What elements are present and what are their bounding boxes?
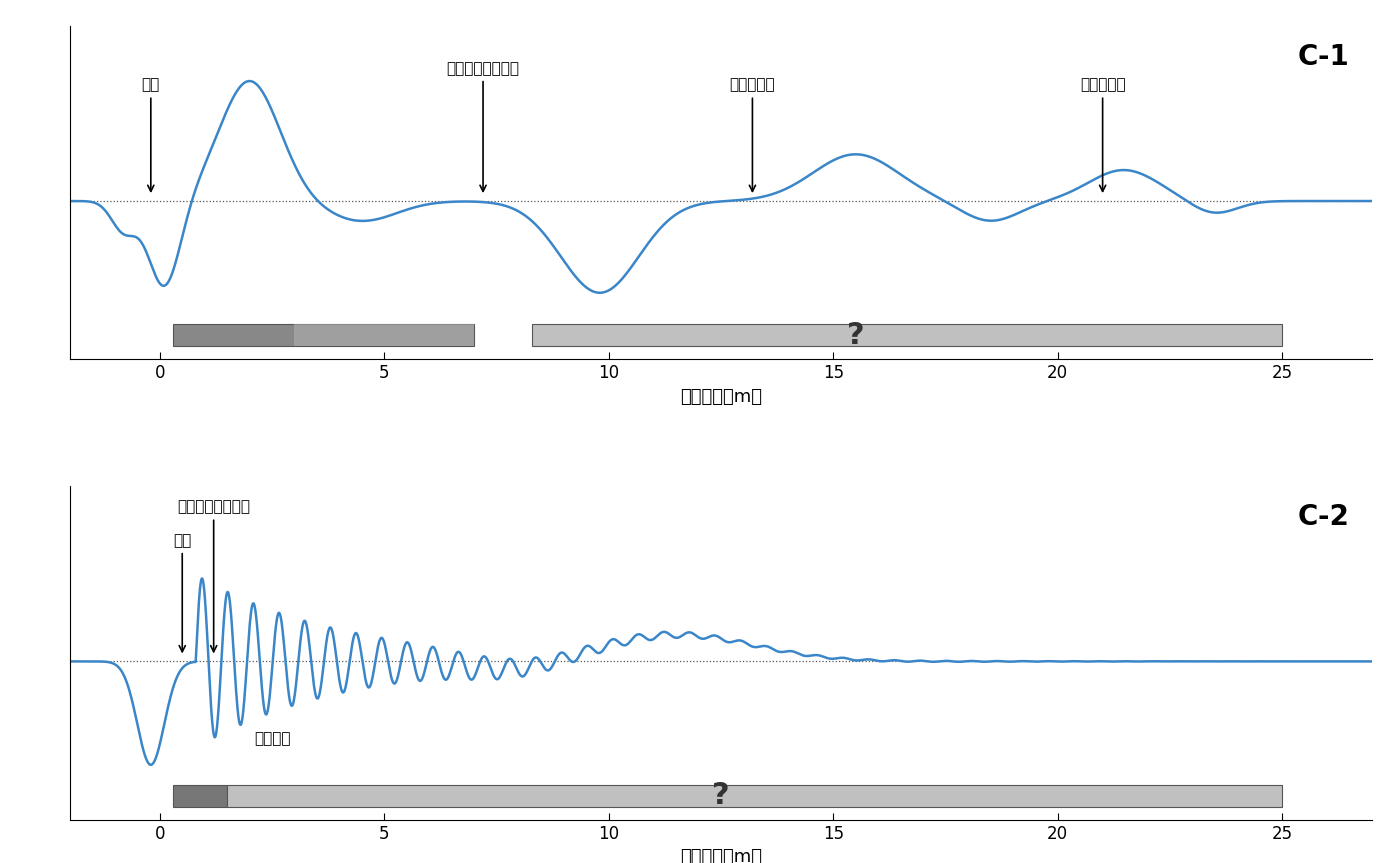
Text: 多重反射: 多重反射: [253, 732, 291, 746]
Text: 全断面に及ぶ損傷: 全断面に及ぶ損傷: [447, 61, 519, 192]
Bar: [532, 324, 1282, 346]
Text: ?: ?: [713, 781, 729, 810]
Bar: [227, 784, 1282, 807]
Text: C-2: C-2: [1298, 503, 1350, 531]
Bar: [174, 784, 227, 807]
X-axis label: 杬の長さ（m）: 杬の長さ（m）: [680, 387, 762, 406]
Text: 打撃: 打撃: [174, 533, 192, 652]
Bar: [294, 324, 475, 346]
Bar: [174, 324, 475, 346]
Text: 打撃: 打撃: [141, 78, 160, 192]
Text: 繰返し反射: 繰返し反射: [729, 78, 776, 192]
Text: 全断面に及ぶ損傷: 全断面に及ぶ損傷: [178, 500, 251, 652]
Text: C-1: C-1: [1298, 42, 1350, 71]
Text: 繰返し反射: 繰返し反射: [1079, 78, 1126, 192]
X-axis label: 杬の長さ（m）: 杬の長さ（m）: [680, 848, 762, 863]
Text: ?: ?: [847, 321, 865, 350]
